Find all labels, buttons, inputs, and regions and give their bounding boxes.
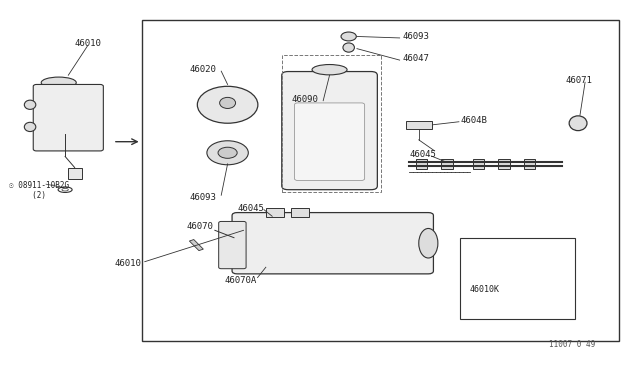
FancyBboxPatch shape	[219, 221, 246, 269]
Text: 46010: 46010	[115, 259, 141, 268]
Ellipse shape	[419, 228, 438, 258]
Circle shape	[341, 32, 356, 41]
Bar	[266, 208, 284, 217]
Text: 46045: 46045	[409, 150, 436, 159]
FancyBboxPatch shape	[232, 212, 433, 274]
Bar	[415, 159, 427, 169]
Bar	[406, 121, 431, 129]
Bar	[282, 55, 381, 192]
Bar	[473, 159, 484, 169]
Bar	[460, 238, 575, 319]
Ellipse shape	[24, 100, 36, 109]
Ellipse shape	[197, 86, 258, 123]
Text: (2): (2)	[9, 191, 46, 200]
Ellipse shape	[220, 97, 236, 109]
Bar	[441, 159, 452, 169]
Text: 4604B: 4604B	[460, 116, 487, 125]
Bar	[141, 20, 620, 341]
Text: 46070A: 46070A	[225, 276, 257, 285]
Text: 46020: 46020	[189, 65, 216, 74]
Text: 46047: 46047	[403, 54, 429, 63]
Bar	[189, 240, 204, 251]
FancyBboxPatch shape	[282, 71, 378, 190]
Ellipse shape	[41, 77, 76, 88]
Bar	[524, 159, 536, 169]
Text: 46093: 46093	[403, 32, 429, 41]
Ellipse shape	[207, 141, 248, 165]
Ellipse shape	[24, 122, 36, 132]
Text: 46071: 46071	[565, 76, 592, 85]
Ellipse shape	[218, 147, 237, 158]
FancyBboxPatch shape	[294, 103, 365, 180]
Text: 46010K: 46010K	[470, 285, 500, 294]
Ellipse shape	[36, 94, 94, 116]
Text: 46045: 46045	[237, 203, 264, 213]
FancyBboxPatch shape	[33, 84, 103, 151]
Text: 46070: 46070	[186, 222, 213, 231]
Bar	[499, 159, 510, 169]
Text: ☉ 08911-10B2G: ☉ 08911-10B2G	[9, 182, 69, 190]
Ellipse shape	[343, 43, 355, 52]
Text: 46090: 46090	[291, 95, 318, 104]
Ellipse shape	[569, 116, 587, 131]
Bar	[291, 208, 309, 217]
Text: 46093: 46093	[189, 193, 216, 202]
Bar	[68, 167, 83, 179]
Ellipse shape	[312, 64, 347, 75]
Text: 11007 0 49: 11007 0 49	[549, 340, 596, 349]
Text: 46010: 46010	[75, 39, 102, 48]
